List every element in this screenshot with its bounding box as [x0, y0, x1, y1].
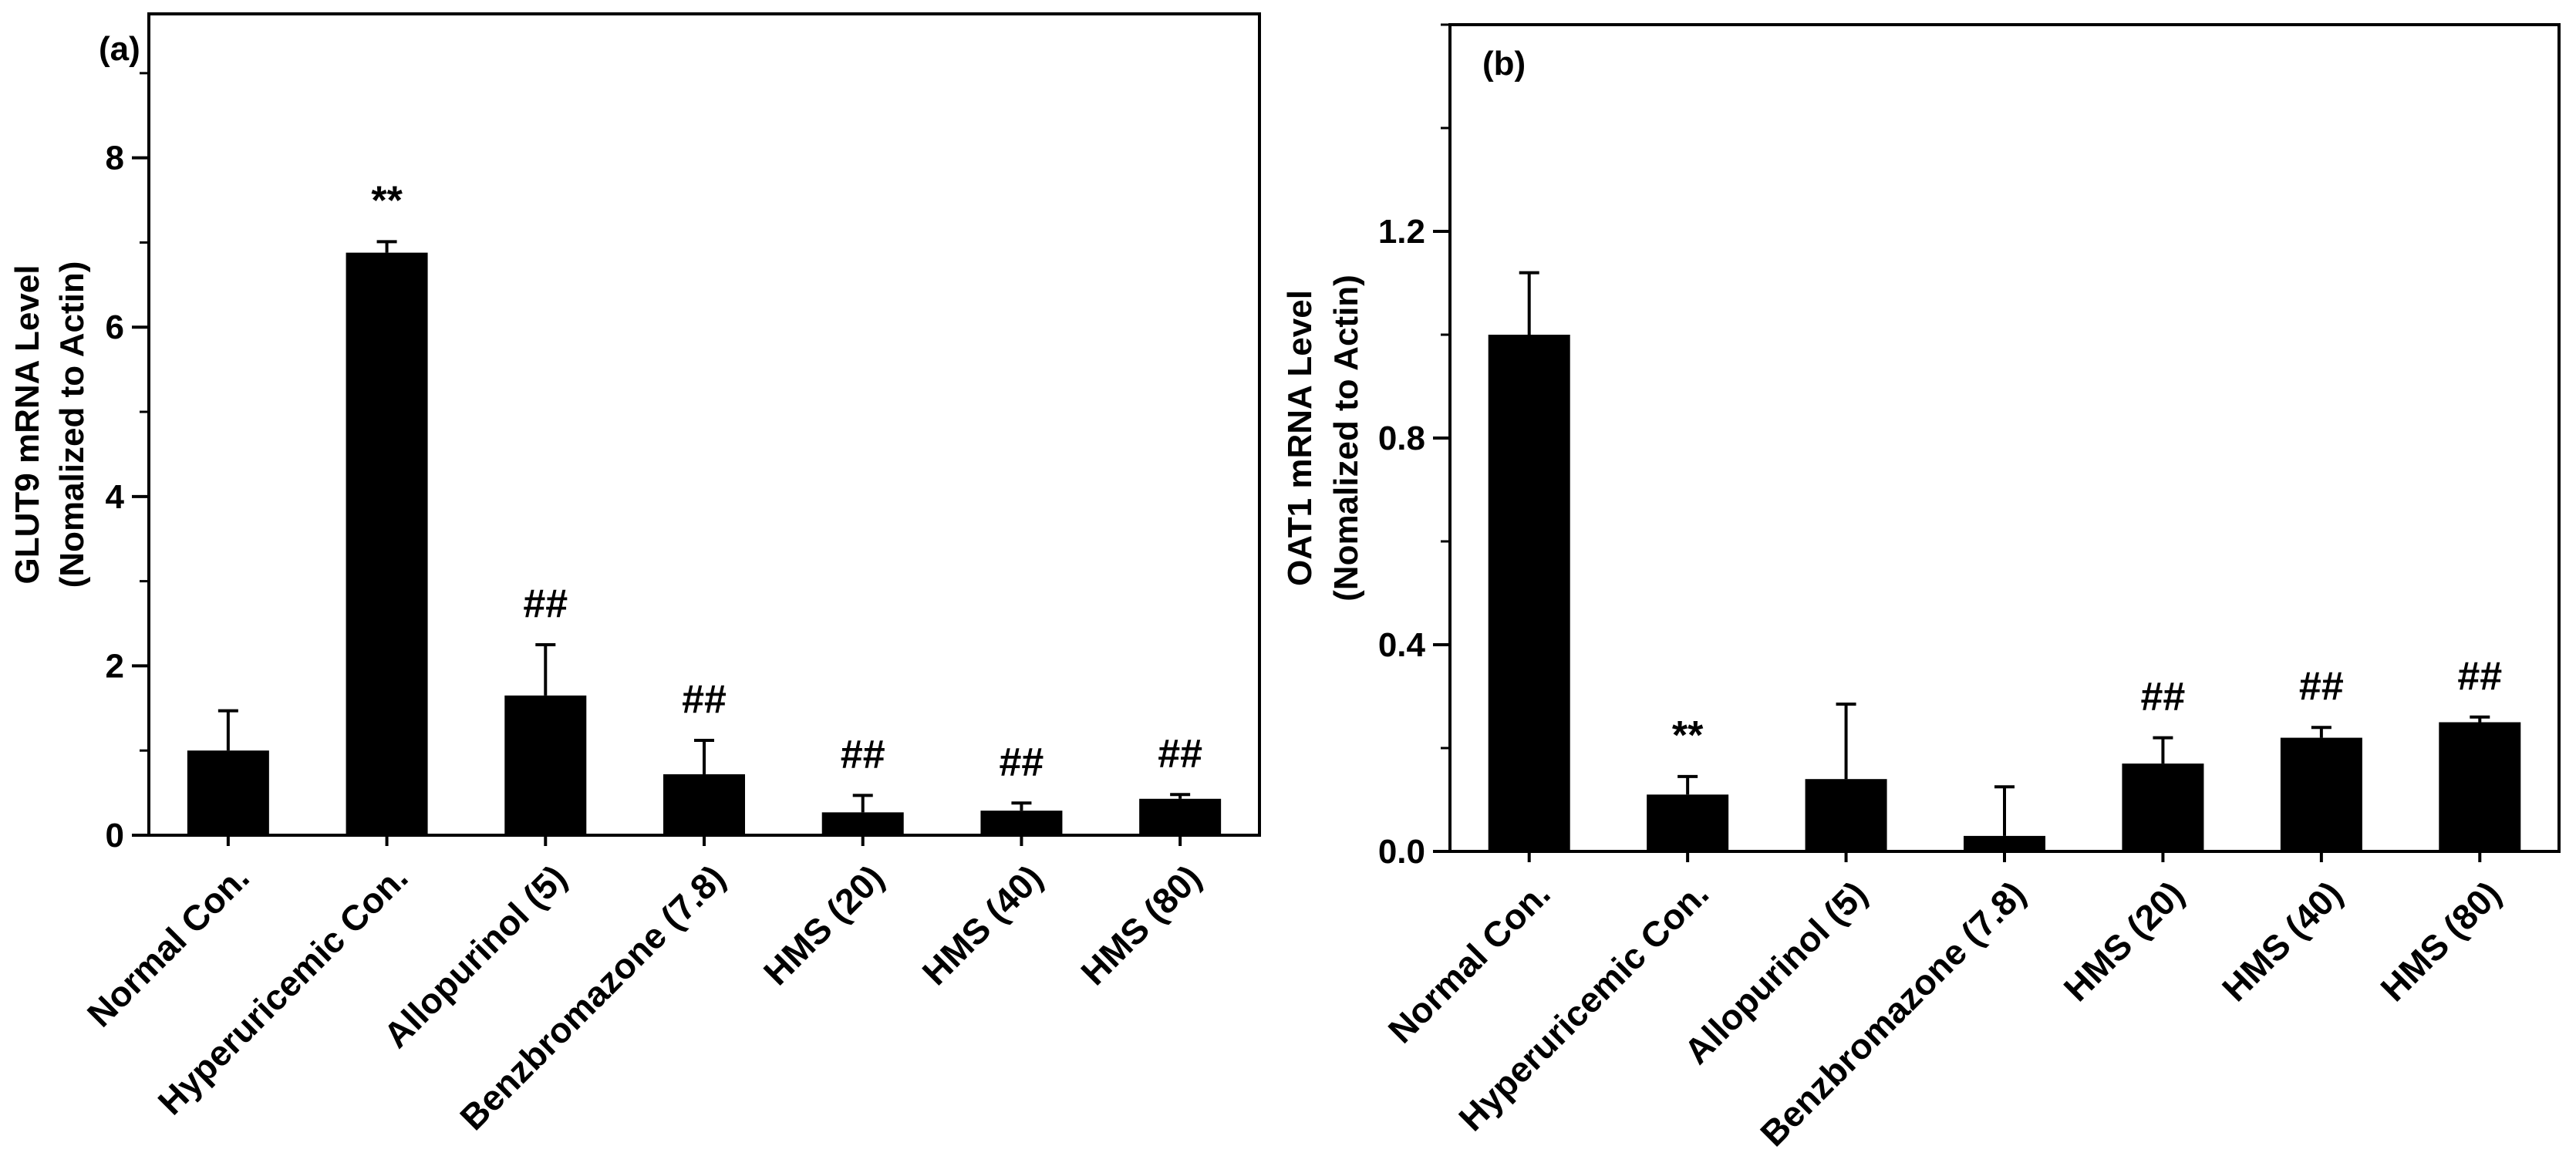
significance-marker: ##: [2141, 675, 2186, 720]
y-tick-label: 0: [106, 817, 124, 854]
bar: [504, 695, 587, 835]
significance-marker: ##: [2299, 664, 2344, 709]
category-label: Benzbromazone (7.8): [1752, 873, 2033, 1154]
category-label: HMS (80): [2372, 873, 2508, 1009]
y-axis-label-line2: (Nomalized to Actin): [1327, 275, 1365, 602]
significance-marker: ##: [523, 581, 568, 626]
bar: [1647, 794, 1729, 851]
category-label: Normal Con.: [1381, 873, 1558, 1050]
bar: [346, 252, 428, 836]
y-axis-label-line1: GLUT9 mRNA Level: [8, 265, 46, 584]
category-label: HMS (40): [915, 857, 1050, 993]
y-axis-label-line2: (Nomalized to Actin): [53, 261, 91, 588]
bar: [821, 812, 904, 835]
significance-marker: ##: [1158, 731, 1202, 776]
bar: [1805, 779, 1887, 851]
y-tick-label: 6: [106, 308, 124, 346]
bar: [1488, 335, 1570, 851]
bar: [1139, 798, 1222, 835]
bar: [2439, 722, 2521, 851]
category-label: HMS (40): [2214, 873, 2350, 1009]
significance-marker: **: [1672, 713, 1704, 758]
y-tick-label: 0.8: [1378, 420, 1425, 457]
significance-marker: ##: [2457, 654, 2502, 699]
category-label: HMS (80): [1073, 857, 1209, 993]
y-tick-label: 8: [106, 140, 124, 177]
significance-marker: ##: [1000, 740, 1044, 784]
bar: [663, 774, 745, 835]
panel-label: (a): [99, 30, 140, 68]
significance-marker: ##: [682, 677, 727, 722]
plot-frame: [1448, 23, 2561, 853]
category-label: HMS (20): [2056, 873, 2192, 1009]
bar: [2122, 763, 2204, 851]
bar: [980, 811, 1063, 835]
significance-marker: **: [371, 178, 403, 223]
bar: [1964, 835, 2045, 851]
y-tick-label: 0.4: [1378, 626, 1426, 664]
bar: [2280, 737, 2362, 851]
y-tick-label: 2: [106, 647, 124, 685]
y-tick-label: 0.0: [1378, 833, 1425, 871]
y-tick-label: 1.2: [1378, 213, 1425, 251]
panel-label: (b): [1482, 45, 1526, 83]
category-label: HMS (20): [756, 857, 892, 993]
significance-marker: ##: [841, 732, 885, 777]
category-label: Normal Con.: [79, 857, 257, 1034]
category-label: Benzbromazone (7.8): [452, 857, 733, 1138]
y-axis-label-line1: OAT1 mRNA Level: [1281, 290, 1319, 586]
y-tick-label: 4: [106, 478, 125, 516]
bar: [187, 750, 269, 835]
